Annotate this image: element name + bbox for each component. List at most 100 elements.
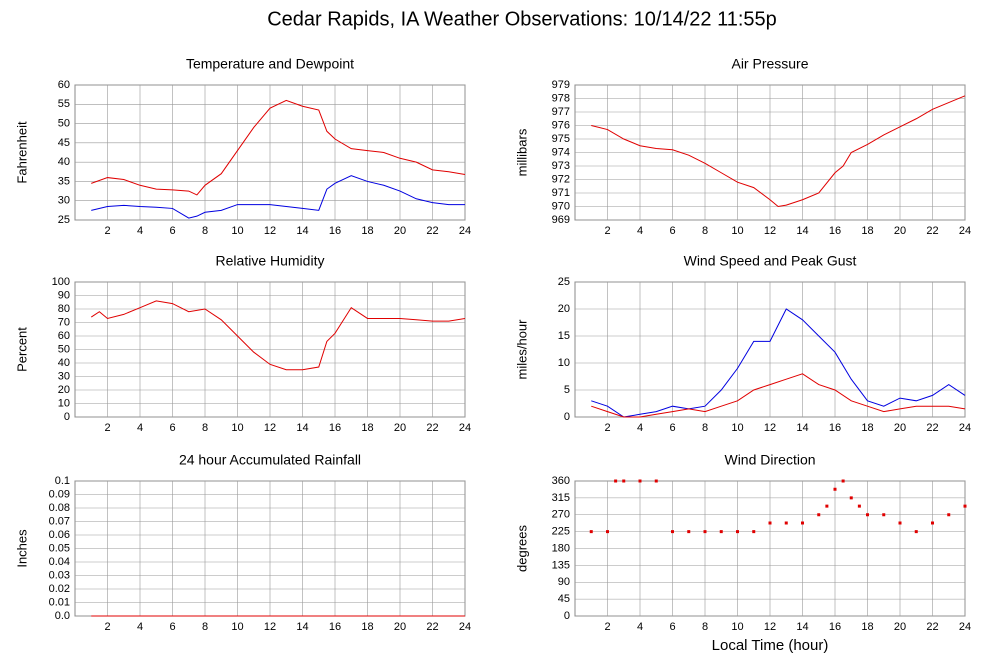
x-tick-label: 16: [829, 225, 841, 237]
y-axis-label: millibars: [514, 128, 529, 176]
page-title: Cedar Rapids, IA Weather Observations: 1…: [267, 8, 777, 30]
y-axis-label: miles/hour: [514, 319, 529, 380]
data-point: [841, 479, 845, 483]
x-tick-label: 24: [959, 621, 971, 633]
x-tick-label: 18: [861, 621, 873, 633]
x-tick-label: 2: [104, 225, 110, 237]
x-tick-label: 18: [361, 621, 373, 633]
x-tick-label: 4: [137, 422, 143, 434]
y-tick-label: 225: [552, 526, 570, 538]
y-tick-label: 0.08: [49, 502, 70, 514]
y-tick-label: 25: [58, 214, 70, 226]
panel-title: Wind Direction: [724, 452, 815, 468]
x-tick-label: 22: [426, 621, 438, 633]
x-tick-label: 4: [637, 422, 643, 434]
x-tick-label: 8: [702, 225, 708, 237]
y-tick-label: 0.05: [49, 542, 70, 554]
x-tick-label: 6: [169, 225, 175, 237]
y-tick-label: 979: [552, 79, 570, 91]
data-line: [91, 99, 466, 196]
y-tick-label: 0.07: [49, 515, 70, 527]
data-point: [898, 521, 902, 525]
x-tick-label: 14: [296, 225, 308, 237]
y-tick-label: 50: [58, 117, 70, 129]
y-tick-label: 0: [64, 411, 70, 423]
panel-title: Relative Humidity: [216, 253, 325, 269]
data-point: [614, 479, 618, 483]
panel-title: 24 hour Accumulated Rainfall: [179, 452, 361, 468]
y-tick-label: 45: [58, 137, 70, 149]
x-tick-label: 2: [604, 225, 610, 237]
x-tick-label: 10: [231, 422, 243, 434]
x-tick-label: 12: [264, 621, 276, 633]
x-tick-label: 2: [104, 422, 110, 434]
y-tick-label: 30: [58, 195, 70, 207]
x-tick-label: 24: [459, 422, 471, 434]
y-tick-label: 10: [558, 357, 570, 369]
x-tick-label: 8: [202, 225, 208, 237]
y-tick-label: 55: [58, 98, 70, 110]
data-point: [914, 530, 918, 534]
x-tick-label: 10: [231, 225, 243, 237]
y-tick-label: 60: [58, 330, 70, 342]
x-tick-label: 12: [264, 225, 276, 237]
y-tick-label: 10: [58, 397, 70, 409]
x-tick-label: 22: [926, 422, 938, 434]
data-point: [768, 521, 772, 525]
x-tick-label: 24: [959, 422, 971, 434]
data-point: [849, 496, 853, 500]
y-tick-label: 0.0: [55, 610, 70, 622]
y-tick-label: 969: [552, 214, 570, 226]
y-tick-label: 135: [552, 559, 570, 571]
y-tick-label: 270: [552, 509, 570, 521]
x-tick-label: 14: [796, 621, 808, 633]
x-tick-label: 22: [926, 225, 938, 237]
x-tick-label: 16: [329, 422, 341, 434]
panel-title: Air Pressure: [731, 56, 808, 72]
data-point: [736, 530, 739, 534]
x-tick-label: 14: [296, 621, 308, 633]
y-tick-label: 30: [58, 370, 70, 382]
y-tick-label: 970: [552, 200, 570, 212]
data-point: [606, 530, 609, 534]
x-tick-label: 18: [861, 225, 873, 237]
data-point: [687, 530, 691, 534]
x-tick-label: 18: [361, 225, 373, 237]
x-tick-label: 18: [861, 422, 873, 434]
x-tick-label: 14: [796, 225, 808, 237]
x-tick-label: 2: [604, 621, 610, 633]
y-tick-label: 0: [564, 411, 570, 423]
data-point: [825, 504, 829, 508]
x-tick-label: 16: [829, 621, 841, 633]
x-tick-label: 20: [394, 422, 406, 434]
y-tick-label: 315: [552, 492, 570, 504]
data-point: [833, 487, 837, 491]
y-tick-label: 973: [552, 160, 570, 172]
x-tick-label: 6: [169, 621, 175, 633]
data-point: [784, 521, 788, 525]
x-tick-label: 24: [459, 225, 471, 237]
x-tick-label: 4: [137, 225, 143, 237]
x-tick-label: 12: [764, 422, 776, 434]
x-tick-label: 2: [104, 621, 110, 633]
data-point: [882, 513, 886, 517]
y-tick-label: 20: [58, 384, 70, 396]
x-axis-label: Local Time (hour): [712, 637, 829, 654]
data-line: [91, 175, 465, 219]
data-point: [817, 513, 821, 517]
data-point: [654, 479, 658, 483]
data-line: [591, 95, 966, 208]
y-tick-label: 35: [58, 175, 70, 187]
x-tick-label: 24: [459, 621, 471, 633]
x-tick-label: 24: [959, 225, 971, 237]
y-tick-label: 45: [558, 593, 570, 605]
y-tick-label: 90: [558, 576, 570, 588]
data-point: [671, 530, 674, 534]
x-tick-label: 6: [669, 621, 675, 633]
y-tick-label: 0.09: [49, 488, 70, 500]
y-tick-label: 974: [552, 146, 570, 158]
y-tick-label: 40: [58, 156, 70, 168]
x-tick-label: 10: [731, 422, 743, 434]
y-tick-label: 70: [58, 316, 70, 328]
x-tick-label: 8: [702, 422, 708, 434]
